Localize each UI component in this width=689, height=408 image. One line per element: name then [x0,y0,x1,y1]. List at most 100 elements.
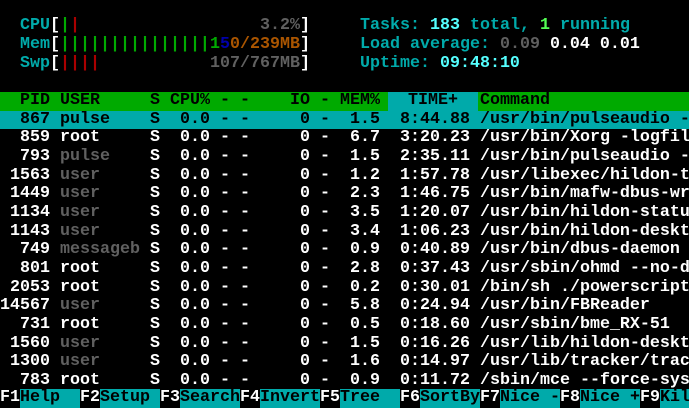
user-cell: root [60,260,100,279]
mem-cell: 1.5 [350,334,380,353]
function-key-label[interactable]: Kil [660,389,689,408]
dash-cell: - [220,278,230,297]
dash-cell: - [220,334,230,353]
tasks-running-suffix: running [559,17,630,35]
cpu-cell: 0.0 [180,297,210,316]
column-pid[interactable]: PID [20,92,50,110]
io-cell: 0 [300,260,310,279]
pid-cell: 1563 [10,166,50,185]
mem-cell: 6.7 [350,129,380,148]
user-cell: user [60,353,100,372]
mem-cell: 2.8 [350,260,380,279]
meter-bracket: ] [300,17,310,35]
process-row[interactable]: 859 root S 0.0- -0-6.7 3:20.23/usr/bin/Xorg -… [0,129,689,148]
io-cell: 0 [300,110,310,129]
dash-cell: - [320,297,330,316]
process-row[interactable]: 731 root S 0.0- -0-0.5 0:18.60/usr/sbin/bme_R… [0,316,689,335]
process-row[interactable]: 749 messageb S 0.0- -0-0.9 0:40.89/usr/bin/db… [0,241,689,260]
process-row[interactable]: 1300 user S 0.0- -0-1.6 0:14.97/usr/lib/track… [0,353,689,372]
column-user[interactable]: USER [60,92,100,110]
process-row[interactable]: 1449 user S 0.0- -0-2.3 1:46.75/usr/bin/mafw-… [0,185,689,204]
function-key-f1[interactable]: F1 [0,389,20,408]
function-key-label[interactable]: SortBy [420,389,480,408]
user-cell: user [60,204,100,223]
function-key-label[interactable]: Help [20,389,80,408]
pid-cell: 1560 [10,334,50,353]
column-state[interactable]: S [150,92,160,110]
pid-cell: 749 [20,241,50,260]
mem-cell: 0.2 [350,278,380,297]
column-cpu[interactable]: CPU% [170,92,210,110]
function-key-label[interactable]: Search [180,389,240,408]
process-row[interactable]: 1563 user S 0.0- -0-1.2 1:57.78/usr/libexec/h… [0,167,689,186]
pid-cell: 1300 [10,353,50,372]
dash-cell: - [320,278,330,297]
process-row[interactable]: 1560 user S 0.0- -0-1.5 0:16.26/usr/lib/hildo… [0,335,689,354]
time-cell: 8:44.88 [400,110,470,129]
function-key-label[interactable]: Setup [100,389,160,408]
mem-cell: 1.5 [350,110,380,129]
io-cell: 0 [300,241,310,260]
command-cell: /usr/libexec/hildon-t [480,166,689,185]
state-cell: S [150,148,160,167]
function-key-f9[interactable]: F9 [640,389,660,408]
column-command[interactable]: Command [480,92,550,110]
column-dash[interactable]: - [320,92,330,110]
function-key-label[interactable]: Nice + [580,389,640,408]
state-cell: S [150,110,160,129]
column-mem[interactable]: MEM% [340,92,380,110]
function-key-f2[interactable]: F2 [80,389,100,408]
pid-cell: 1449 [10,185,50,204]
state-cell: S [150,129,160,148]
process-row[interactable]: 867 pulse S 0.0- -0-1.5 8:44.88/usr/bin/pulse… [0,110,689,130]
column-dash[interactable]: - [220,92,230,110]
cpu-meter: CPU [ | | 3.2% ] [0,17,689,36]
function-key-f3[interactable]: F3 [160,389,180,408]
function-key-f5[interactable]: F5 [320,389,340,408]
process-row[interactable]: 1143 user S 0.0- -0-3.4 1:06.23/usr/bin/hildo… [0,223,689,242]
function-key-label[interactable]: Invert [260,389,320,408]
user-cell: root [60,372,100,391]
command-cell: /usr/bin/dbus-daemon [480,241,680,260]
uptime: Uptime: 09:48:10 [360,55,689,74]
function-key-f7[interactable]: F7 [480,389,500,408]
user-cell: user [60,185,100,204]
io-cell: 0 [300,372,310,391]
dash-cell: - [240,166,250,185]
dash-cell: - [240,316,250,335]
pid-cell: 1143 [10,222,50,241]
dash-cell: - [220,110,230,129]
state-cell: S [150,185,160,204]
cpu-cell: 0.0 [180,334,210,353]
function-key-label[interactable]: Nice - [500,389,560,408]
state-cell: S [150,297,160,316]
function-key-label[interactable]: Tree [340,389,400,408]
mem-cell: 0.5 [350,316,380,335]
load-1min: 0.09 [499,36,540,54]
function-key-f8[interactable]: F8 [560,389,580,408]
cpu-bar-kernel: | [70,17,80,35]
dash-cell: - [320,372,330,391]
process-row[interactable]: 801 root S 0.0- -0-2.8 0:37.43/usr/sbin/ohmd … [0,260,689,279]
column-time-sorted[interactable]: TIME+ [388,92,478,111]
process-row[interactable]: 1134 user S 0.0- -0-3.5 1:20.07/usr/bin/hildo… [0,204,689,223]
user-cell: messageb [60,241,140,260]
function-key-f6[interactable]: F6 [400,389,420,408]
process-row[interactable]: 14567 user S 0.0- -0-5.8 0:24.94/usr/bin/FBRe… [0,297,689,316]
meter-bracket: [ [50,36,60,54]
process-row[interactable]: 2053 root S 0.0- -0-0.2 0:30.01/bin/sh ./powe… [0,279,689,298]
process-row[interactable]: 793 pulse S 0.0- -0-1.5 2:35.11/usr/bin/pulse… [0,148,689,167]
mem-value-used: 1 [210,36,220,54]
dash-cell: - [320,316,330,335]
cpu-cell: 0.0 [180,204,210,223]
command-cell: /usr/bin/hildon-deskt [480,222,689,241]
process-row[interactable]: 783 root S 0.0- -0-0.9 0:11.72/sbin/mce --for… [0,372,689,391]
mem-meter-label: Mem [20,36,50,54]
pid-cell: 867 [20,110,50,129]
column-dash[interactable]: - [240,92,250,110]
column-io[interactable]: IO [290,92,310,110]
function-key-f4[interactable]: F4 [240,389,260,408]
io-cell: 0 [300,334,310,353]
state-cell: S [150,334,160,353]
pid-cell: 793 [20,148,50,167]
